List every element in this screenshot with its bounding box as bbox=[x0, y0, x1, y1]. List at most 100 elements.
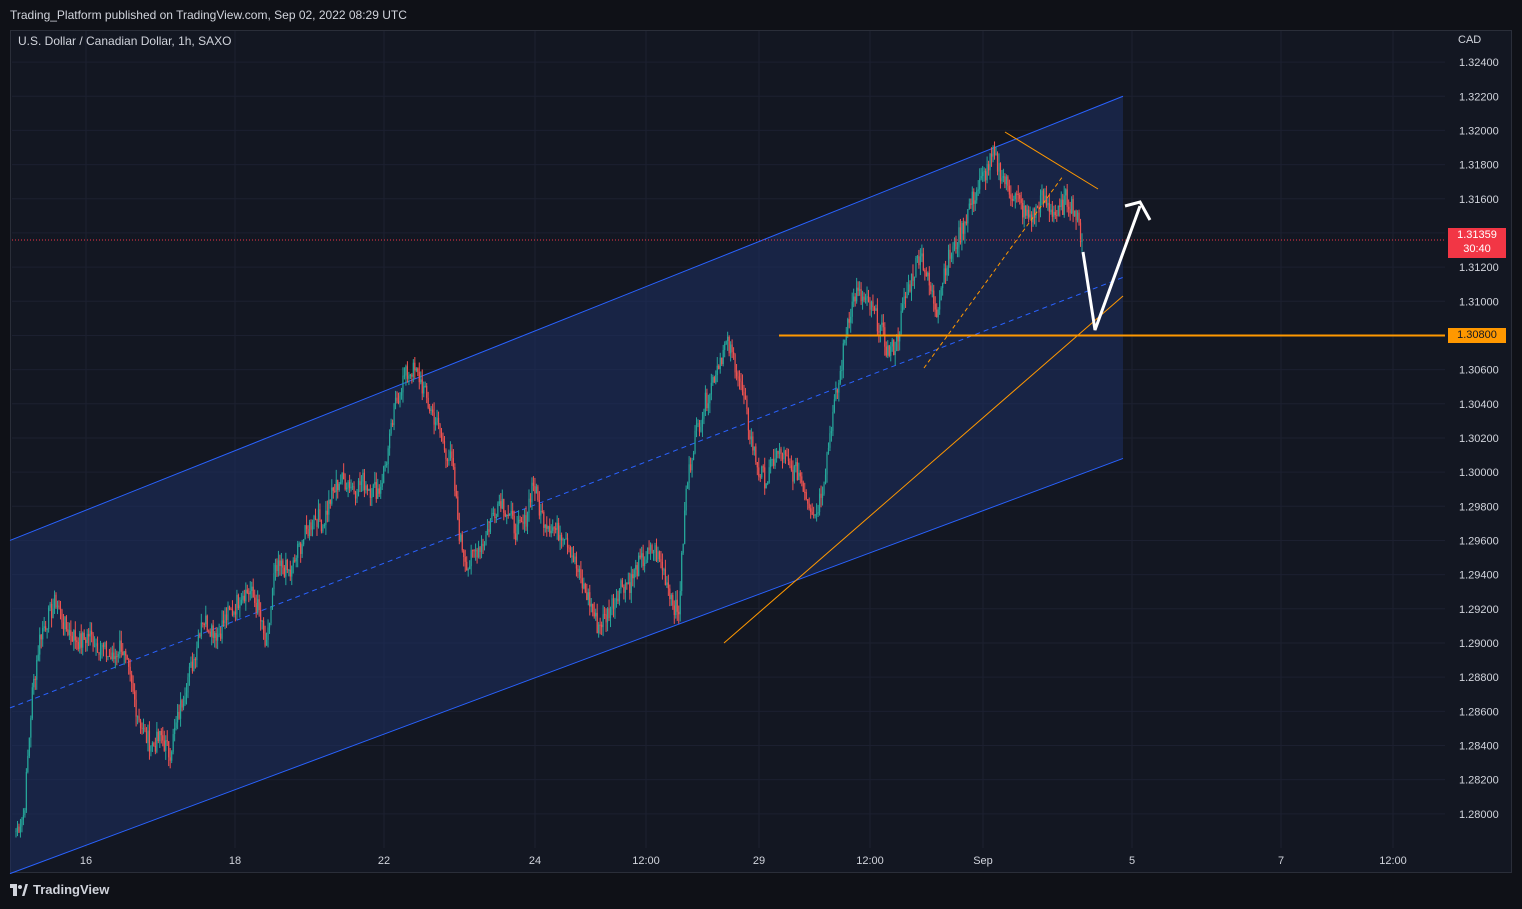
candle-body bbox=[445, 449, 447, 460]
price-tick-label: 1.32000 bbox=[1459, 125, 1499, 137]
candle-body bbox=[881, 322, 883, 325]
candle-body bbox=[1051, 209, 1053, 217]
candle-body bbox=[328, 499, 330, 515]
candle-body bbox=[595, 612, 597, 617]
candle-body bbox=[735, 372, 738, 377]
time-axis[interactable]: 16 18 22 24 12:00 29 12:00 Sep 5 7 12:00 bbox=[80, 855, 1407, 867]
candle-body bbox=[107, 656, 109, 658]
candle-body bbox=[202, 622, 204, 625]
candle-body bbox=[909, 284, 911, 292]
candle-body bbox=[710, 382, 712, 395]
candle-body bbox=[182, 703, 185, 708]
candle-body bbox=[264, 633, 266, 646]
candle-body bbox=[21, 819, 23, 827]
candle-body bbox=[851, 301, 853, 317]
candle-body bbox=[987, 164, 990, 171]
candle-body bbox=[1060, 199, 1062, 207]
candle-body bbox=[863, 296, 865, 300]
candle-body bbox=[466, 561, 468, 571]
candle-body bbox=[878, 331, 880, 333]
dashed-trendline bbox=[923, 175, 1064, 369]
candle-body bbox=[463, 550, 465, 558]
candle-body bbox=[924, 269, 926, 273]
candle-body bbox=[867, 296, 870, 302]
candle-body bbox=[454, 467, 456, 491]
candle-body bbox=[443, 440, 446, 450]
symbol-legend[interactable]: U.S. Dollar / Canadian Dollar, 1h, SAXO bbox=[18, 34, 232, 48]
candle-body bbox=[813, 514, 815, 516]
candle-body bbox=[934, 303, 936, 310]
candle-body bbox=[426, 385, 428, 398]
candle-body bbox=[903, 296, 905, 305]
candle-body bbox=[664, 569, 666, 586]
candle-body bbox=[150, 745, 152, 752]
candle-body bbox=[725, 341, 727, 344]
candle-body bbox=[136, 716, 139, 718]
candle-body bbox=[612, 598, 615, 610]
candle-body bbox=[810, 508, 812, 512]
tradingview-logo-icon bbox=[10, 883, 28, 896]
candle-body bbox=[230, 609, 232, 611]
candle-body bbox=[583, 583, 585, 589]
candle-body bbox=[930, 285, 932, 291]
candle-body bbox=[88, 633, 90, 637]
candle-body bbox=[353, 486, 355, 492]
candle-body bbox=[933, 290, 935, 304]
candle-body bbox=[795, 462, 797, 467]
candle-body bbox=[850, 316, 852, 323]
candle-body bbox=[996, 153, 999, 172]
candle-body bbox=[135, 699, 137, 717]
candle-body bbox=[39, 634, 41, 655]
candle-body bbox=[965, 221, 967, 224]
time-tick-label: 12:00 bbox=[1379, 855, 1407, 867]
channel-lower-line bbox=[9, 457, 1124, 875]
candle-body bbox=[1008, 185, 1010, 195]
candle-body bbox=[171, 751, 173, 761]
candle-body bbox=[260, 610, 262, 622]
candle-body bbox=[233, 611, 235, 616]
candle-body bbox=[285, 559, 287, 577]
candle-body bbox=[449, 451, 452, 460]
candle-body bbox=[433, 412, 435, 425]
candle-body bbox=[712, 377, 714, 383]
candle-body bbox=[147, 730, 149, 744]
candle-body bbox=[839, 370, 841, 383]
candle-body bbox=[477, 547, 480, 558]
candle-body bbox=[434, 422, 437, 425]
price-axis[interactable]: 1.324001.322001.320001.318001.316001.314… bbox=[1459, 57, 1499, 821]
price-tick-label: 1.31600 bbox=[1459, 194, 1499, 206]
candle-body bbox=[968, 203, 970, 210]
candle-body bbox=[1053, 211, 1055, 217]
candle-body bbox=[1069, 209, 1071, 214]
candle-body bbox=[188, 666, 191, 678]
candle-body bbox=[646, 547, 649, 560]
price-tick-label: 1.28000 bbox=[1459, 809, 1499, 821]
candle-body bbox=[706, 392, 708, 409]
candle-body bbox=[457, 496, 459, 520]
candle-body bbox=[608, 608, 610, 619]
tradingview-logo[interactable]: TradingView bbox=[10, 882, 109, 897]
candle-body bbox=[860, 289, 862, 302]
candle-body bbox=[254, 597, 256, 603]
time-tick-label: 12:00 bbox=[632, 855, 660, 867]
time-tick-label: 5 bbox=[1129, 855, 1135, 867]
candle-body bbox=[529, 498, 532, 503]
candle-body bbox=[448, 459, 450, 462]
candle-body bbox=[423, 386, 425, 394]
candle-body bbox=[781, 453, 784, 460]
candle-body bbox=[498, 501, 500, 504]
candle-body bbox=[351, 486, 354, 488]
candle-body bbox=[64, 616, 66, 630]
candle-body bbox=[569, 547, 572, 558]
candle-body bbox=[652, 551, 655, 553]
candle-body bbox=[326, 510, 328, 515]
candle-body bbox=[916, 256, 919, 258]
candle-body bbox=[574, 556, 576, 563]
publisher-header: Trading_Platform published on TradingVie… bbox=[0, 0, 1522, 30]
price-tick-label: 1.32200 bbox=[1459, 91, 1499, 103]
candle-body bbox=[872, 301, 874, 308]
candle-body bbox=[356, 496, 358, 499]
candle-body bbox=[750, 436, 752, 440]
candle-body bbox=[979, 178, 981, 190]
